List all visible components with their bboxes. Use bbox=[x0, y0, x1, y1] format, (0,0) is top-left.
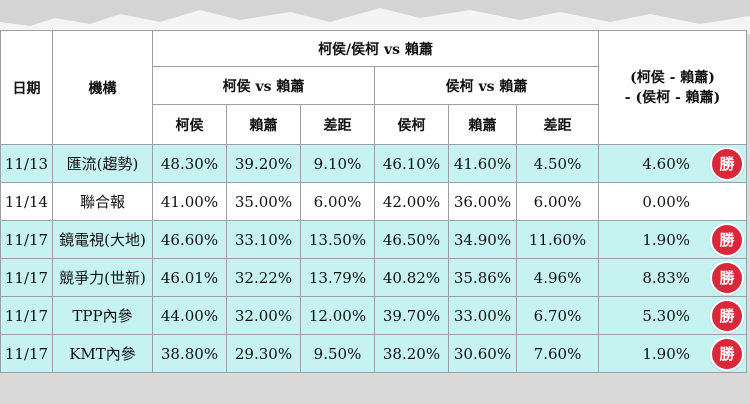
cell-b3: 6.70% bbox=[515, 296, 600, 335]
cell-date: 11/17 bbox=[0, 258, 53, 297]
cell-org: 鏡電視(大地) bbox=[52, 220, 153, 259]
cell-b3: 4.50% bbox=[515, 144, 600, 183]
win-badge-icon: 勝 bbox=[712, 262, 743, 293]
cell-b2: 41.60% bbox=[448, 144, 517, 183]
cell-a1: 38.80% bbox=[152, 334, 227, 373]
table-row: 11/17 KMT內參 38.80% 29.30% 9.50% 38.20% 30.60% 7… bbox=[0, 334, 748, 373]
cell-date: 11/14 bbox=[0, 182, 53, 221]
header-a-col2: 賴蕭 bbox=[226, 104, 301, 145]
header-b-col1: 侯柯 bbox=[374, 104, 449, 145]
cell-a1: 46.60% bbox=[152, 220, 227, 259]
poll-table: 日期 機構 柯侯/侯柯 vs 賴蕭 (柯侯 - 賴蕭) - (侯柯 - 賴蕭) … bbox=[0, 30, 748, 373]
cell-date: 11/17 bbox=[0, 334, 53, 373]
cell-b3: 7.60% bbox=[515, 334, 600, 373]
diff-value: 8.83% bbox=[642, 268, 691, 287]
cell-a2: 33.10% bbox=[226, 220, 301, 259]
cell-b1: 42.00% bbox=[374, 182, 449, 221]
cell-b3: 11.60% bbox=[515, 220, 600, 259]
win-badge-icon: 勝 bbox=[712, 338, 743, 369]
cell-a3: 6.00% bbox=[300, 182, 375, 221]
table-row: 11/17 競爭力(世新) 46.01% 32.22% 13.79% 40.82% 35.8… bbox=[0, 258, 748, 297]
header-group-b: 侯柯 vs 賴蕭 bbox=[373, 66, 600, 105]
header-org: 機構 bbox=[52, 30, 153, 145]
diff-value: 1.90% bbox=[642, 230, 691, 249]
cell-date: 11/17 bbox=[0, 220, 53, 259]
cell-b3: 6.00% bbox=[515, 182, 600, 221]
header-group-main: 柯侯/侯柯 vs 賴蕭 bbox=[151, 30, 600, 67]
cell-org: 競爭力(世新) bbox=[52, 258, 153, 297]
cell-a1: 46.01% bbox=[152, 258, 227, 297]
cell-diff: 1.90% 勝 bbox=[598, 334, 748, 373]
header-diff: (柯侯 - 賴蕭) - (侯柯 - 賴蕭) bbox=[598, 30, 748, 145]
cell-a3: 12.00% bbox=[300, 296, 375, 335]
header-date: 日期 bbox=[0, 30, 53, 145]
diff-value: 4.60% bbox=[642, 154, 691, 173]
cell-a2: 32.00% bbox=[226, 296, 301, 335]
cell-diff: 1.90% 勝 bbox=[598, 220, 748, 259]
diff-value: 0.00% bbox=[642, 192, 691, 211]
cell-b1: 46.10% bbox=[374, 144, 449, 183]
cell-a1: 41.00% bbox=[152, 182, 227, 221]
cell-b2: 33.00% bbox=[448, 296, 517, 335]
cell-b1: 39.70% bbox=[374, 296, 449, 335]
cell-a3: 13.50% bbox=[300, 220, 375, 259]
cell-b3: 4.96% bbox=[515, 258, 600, 297]
cell-b2: 30.60% bbox=[448, 334, 517, 373]
cell-org: 聯合報 bbox=[52, 182, 153, 221]
cell-diff: 4.60% 勝 bbox=[598, 144, 748, 183]
header-a-col3: 差距 bbox=[300, 104, 375, 145]
cell-org: TPP內參 bbox=[52, 296, 153, 335]
table-row: 11/14 聯合報 41.00% 35.00% 6.00% 42.00% 36.00% 6.0… bbox=[0, 182, 748, 221]
cell-b1: 38.20% bbox=[374, 334, 449, 373]
table-row: 11/13 匯流(趨勢) 48.30% 39.20% 9.10% 46.10% 41.60%… bbox=[0, 144, 748, 183]
header-group-a: 柯侯 vs 賴蕭 bbox=[152, 66, 375, 105]
table-row: 11/17 TPP內參 44.00% 32.00% 12.00% 39.70% 33.00%… bbox=[0, 296, 748, 335]
cell-a2: 39.20% bbox=[226, 144, 301, 183]
cell-diff: 5.30% 勝 bbox=[598, 296, 748, 335]
cell-a2: 32.22% bbox=[226, 258, 301, 297]
cell-diff: 0.00% bbox=[598, 182, 748, 221]
cell-org: 匯流(趨勢) bbox=[52, 144, 153, 183]
cell-a3: 9.10% bbox=[300, 144, 375, 183]
header-b-col2: 賴蕭 bbox=[448, 104, 517, 145]
torn-paper-edge bbox=[0, 0, 750, 34]
cell-diff: 8.83% 勝 bbox=[598, 258, 748, 297]
cell-org: KMT內參 bbox=[52, 334, 153, 373]
cell-b2: 35.86% bbox=[448, 258, 517, 297]
header-diff-line2: - (侯柯 - 賴蕭) bbox=[624, 89, 721, 106]
cell-date: 11/17 bbox=[0, 296, 53, 335]
cell-a3: 9.50% bbox=[300, 334, 375, 373]
cell-a1: 44.00% bbox=[152, 296, 227, 335]
win-badge-icon: 勝 bbox=[712, 300, 743, 331]
header-b-col3: 差距 bbox=[515, 104, 600, 145]
header-a-col1: 柯侯 bbox=[152, 104, 227, 145]
cell-b1: 40.82% bbox=[374, 258, 449, 297]
diff-value: 1.90% bbox=[642, 344, 691, 363]
diff-value: 5.30% bbox=[642, 306, 691, 325]
win-badge-icon: 勝 bbox=[712, 148, 743, 179]
cell-a2: 29.30% bbox=[226, 334, 301, 373]
cell-b1: 46.50% bbox=[374, 220, 449, 259]
header-diff-line1: (柯侯 - 賴蕭) bbox=[630, 69, 715, 86]
table-row: 11/17 鏡電視(大地) 46.60% 33.10% 13.50% 46.50% 34.9… bbox=[0, 220, 748, 259]
cell-b2: 34.90% bbox=[448, 220, 517, 259]
win-badge-icon: 勝 bbox=[712, 224, 743, 255]
cell-a1: 48.30% bbox=[152, 144, 227, 183]
cell-a2: 35.00% bbox=[226, 182, 301, 221]
cell-a3: 13.79% bbox=[300, 258, 375, 297]
cell-b2: 36.00% bbox=[448, 182, 517, 221]
cell-date: 11/13 bbox=[0, 144, 53, 183]
